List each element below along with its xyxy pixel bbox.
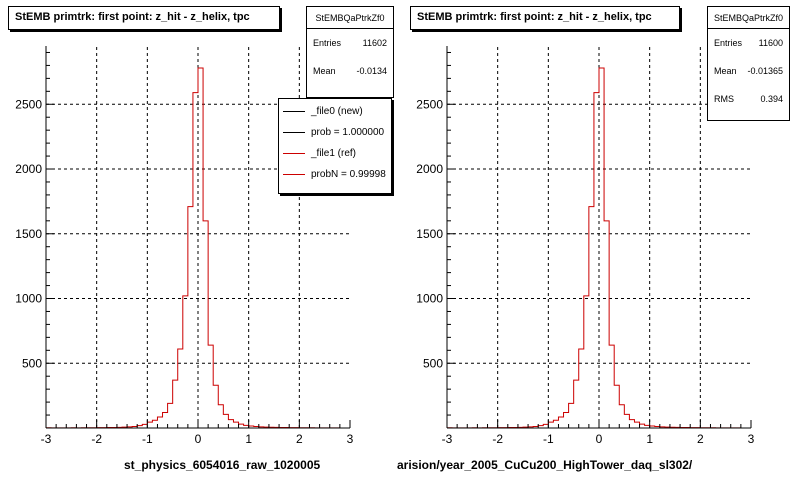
legend-line-black — [283, 111, 305, 112]
right-y-tick-label: 1500 — [416, 227, 443, 241]
right-title-box: StEMB primtrk: first point: z_hit - z_he… — [410, 6, 680, 30]
legend-text: prob = 1.000000 — [311, 127, 385, 138]
right-x-tick-label: 0 — [596, 432, 603, 446]
left-x-axis-title: st_physics_6054016_raw_1020005 — [124, 458, 321, 472]
right-x-axis-title: arision/year_2005_CuCu200_HighTower_daq_… — [397, 458, 693, 472]
legend-entry-probn: probN = 0.99998 — [279, 164, 391, 185]
legend-text: _file1 (ref) — [311, 148, 357, 159]
left-title: StEMB primtrk: first point: z_hit - z_he… — [15, 11, 250, 23]
right-entries-label: Entries — [714, 38, 743, 48]
left-y-tick-label: 2000 — [15, 162, 42, 176]
right-rms-value: 0.394 — [760, 94, 783, 104]
legend-entry-file0: _file0 (new) — [279, 101, 391, 122]
legend-text: probN = 0.99998 — [311, 169, 386, 180]
right-x-tick-label: 1 — [646, 432, 653, 446]
right-stats-box: StEMBQaPtrkZf0 Entries 11600 Mean -0.01365… — [707, 6, 790, 121]
left-x-tick-label: 3 — [347, 432, 354, 446]
legend-text: _file0 (new) — [311, 106, 363, 117]
left-y-tick-label: 2500 — [15, 97, 42, 111]
left-x-tick-label: -2 — [91, 432, 102, 446]
right-entries-value: 11600 — [758, 38, 783, 48]
right-x-tick-label: 3 — [748, 432, 755, 446]
right-x-tick-label: -1 — [543, 432, 554, 446]
right-title: StEMB primtrk: first point: z_hit - z_he… — [417, 11, 652, 23]
right-mean-label: Mean — [714, 66, 737, 76]
right-rms-label: RMS — [714, 94, 734, 104]
right-y-tick-label: 2500 — [416, 97, 443, 111]
left-x-tick-label: -1 — [142, 432, 153, 446]
right-x-tick-label: -2 — [492, 432, 503, 446]
left-title-box: StEMB primtrk: first point: z_hit - z_he… — [8, 6, 280, 30]
left-mean-label: Mean — [313, 66, 336, 76]
left-x-tick-label: 2 — [296, 432, 303, 446]
right-histogram-series — [446, 67, 742, 429]
right-y-tick-label: 2000 — [416, 162, 443, 176]
left-x-tick-label: 0 — [195, 432, 202, 446]
left-entries-value: 11602 — [362, 38, 387, 48]
right-y-tick-label: 1000 — [416, 292, 443, 306]
legend-entry-prob: prob = 1.000000 — [279, 122, 391, 143]
left-x-tick-label: 1 — [245, 432, 252, 446]
left-y-tick-label: 1500 — [15, 227, 42, 241]
right-mean-value: -0.01365 — [747, 66, 783, 76]
left-legend: _file0 (new) prob = 1.000000 _file1 (ref… — [278, 98, 392, 194]
left-stats-box: StEMBQaPtrkZf0 Entries 11602 Mean -0.0134 — [306, 6, 394, 98]
legend-line-red — [283, 153, 305, 154]
legend-line-black — [283, 132, 305, 133]
left-y-tick-label: 1000 — [15, 292, 42, 306]
right-x-tick-label: 2 — [697, 432, 704, 446]
left-mean-value: -0.0134 — [356, 66, 387, 76]
right-y-tick-label: 500 — [423, 356, 443, 370]
right-stats-name: StEMBQaPtrkZf0 — [708, 7, 789, 29]
left-y-tick-label: 500 — [22, 356, 42, 370]
left-x-tick-label: -3 — [41, 432, 52, 446]
legend-line-red — [283, 174, 305, 175]
right-x-tick-label: -3 — [442, 432, 453, 446]
left-entries-label: Entries — [313, 38, 342, 48]
legend-entry-file1: _file1 (ref) — [279, 143, 391, 164]
left-stats-name: StEMBQaPtrkZf0 — [307, 7, 393, 29]
